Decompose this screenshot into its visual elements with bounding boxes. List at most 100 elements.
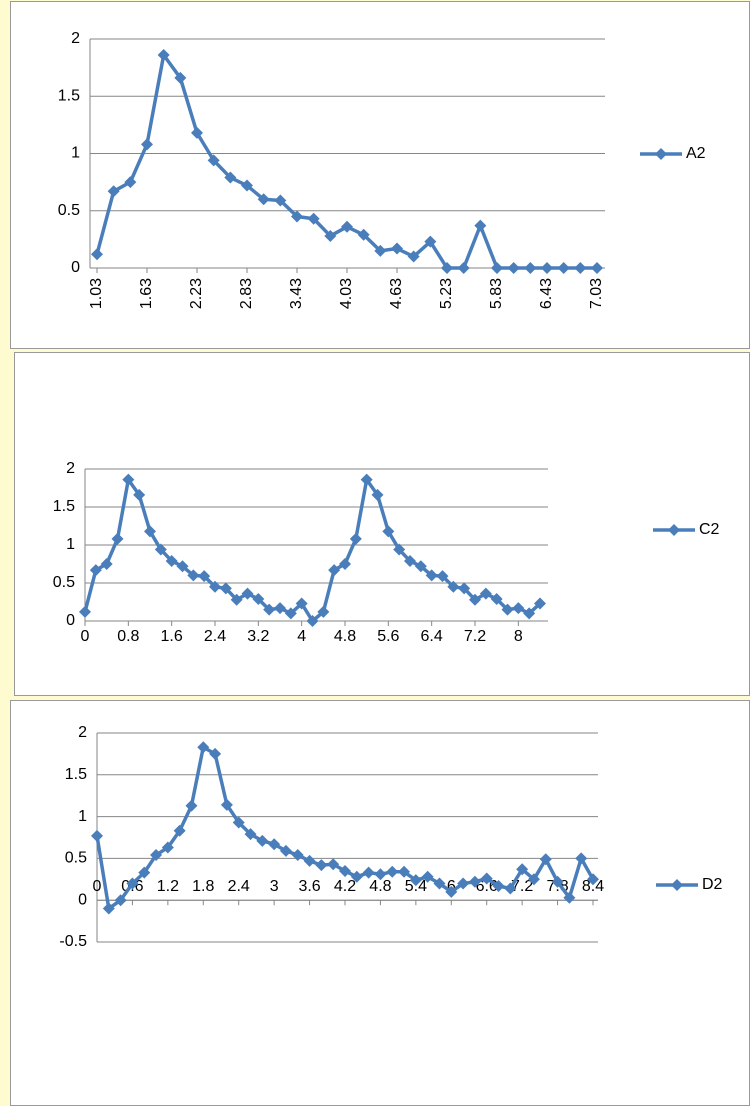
marker [306, 615, 319, 627]
marker [114, 894, 127, 907]
marker [551, 875, 564, 888]
marker [252, 592, 265, 605]
marker [209, 747, 222, 760]
legend-label: D2 [702, 876, 723, 893]
marker [468, 875, 481, 888]
marker [421, 870, 434, 883]
legend-marker [668, 524, 680, 536]
marker [144, 525, 156, 538]
marker [317, 605, 330, 618]
y-tick-label: 2 [66, 460, 75, 477]
x-tick-label: 1.6 [161, 628, 183, 645]
marker [382, 525, 395, 538]
marker [241, 587, 254, 600]
y-tick-label: 1.5 [58, 87, 80, 104]
marker [79, 605, 91, 618]
marker [480, 872, 493, 885]
marker [209, 580, 221, 593]
marker [574, 262, 587, 274]
y-tick-label: 2 [71, 30, 80, 47]
marker [357, 228, 370, 241]
x-tick-label: 0 [81, 628, 90, 645]
marker [436, 570, 449, 583]
marker [474, 219, 487, 232]
marker [154, 543, 167, 556]
x-tick-label: 4.63 [388, 278, 405, 309]
marker [197, 741, 210, 754]
marker [349, 532, 362, 545]
marker [524, 262, 537, 274]
marker [122, 473, 135, 486]
y-tick-label: 0 [66, 612, 75, 629]
marker [492, 879, 505, 892]
x-tick-label: 1.03 [88, 278, 105, 309]
y-tick-label: 1 [71, 145, 80, 162]
marker [407, 250, 420, 263]
marker [133, 488, 146, 501]
x-tick-label: 7.03 [588, 278, 605, 309]
marker [507, 262, 520, 274]
marker [512, 602, 525, 615]
marker [138, 866, 151, 879]
marker [398, 865, 411, 878]
marker [219, 582, 232, 595]
y-tick-label: 2 [78, 724, 87, 741]
marker [263, 603, 276, 616]
marker [393, 543, 406, 556]
marker [374, 244, 387, 257]
y-tick-label: 1.5 [53, 498, 75, 515]
marker [157, 49, 170, 62]
marker [534, 597, 546, 610]
marker [207, 154, 220, 167]
marker [176, 560, 189, 573]
marker [124, 176, 137, 189]
marker [279, 844, 292, 857]
x-tick-label: 3 [270, 878, 279, 895]
marker [563, 891, 576, 904]
y-tick-label: 1.5 [65, 766, 87, 783]
marker [458, 582, 471, 595]
marker [591, 262, 603, 274]
marker [339, 558, 351, 570]
marker [174, 71, 187, 84]
marker [501, 603, 514, 616]
marker [291, 210, 303, 223]
marker [230, 593, 243, 606]
marker [257, 193, 270, 206]
chart-panel [10, 1, 750, 349]
marker [424, 235, 437, 248]
marker [315, 859, 328, 872]
marker [91, 248, 103, 261]
x-tick-label: 4.8 [369, 878, 391, 895]
marker [295, 597, 308, 610]
marker [409, 874, 422, 887]
y-tick-label: 0.5 [65, 850, 87, 867]
marker [469, 593, 481, 606]
chart-panel [14, 352, 750, 696]
marker [307, 212, 320, 225]
marker [324, 229, 337, 242]
marker [339, 864, 351, 877]
marker [374, 868, 387, 881]
x-tick-label: 0 [93, 878, 102, 895]
marker [575, 852, 588, 865]
x-tick-label: 3.2 [247, 628, 269, 645]
marker [274, 194, 287, 207]
x-tick-label: 5.6 [377, 628, 399, 645]
marker [284, 607, 297, 620]
x-tick-label: 1.63 [138, 278, 155, 309]
marker [371, 488, 384, 501]
marker [141, 138, 153, 151]
marker [541, 262, 553, 274]
marker [557, 262, 570, 274]
marker [274, 602, 286, 615]
marker [504, 882, 517, 895]
marker [341, 220, 353, 233]
marker [425, 569, 438, 582]
legend-marker [655, 148, 667, 160]
marker [491, 262, 503, 274]
marker [111, 532, 124, 545]
y-tick-label: 0 [78, 891, 87, 908]
marker [268, 838, 281, 851]
